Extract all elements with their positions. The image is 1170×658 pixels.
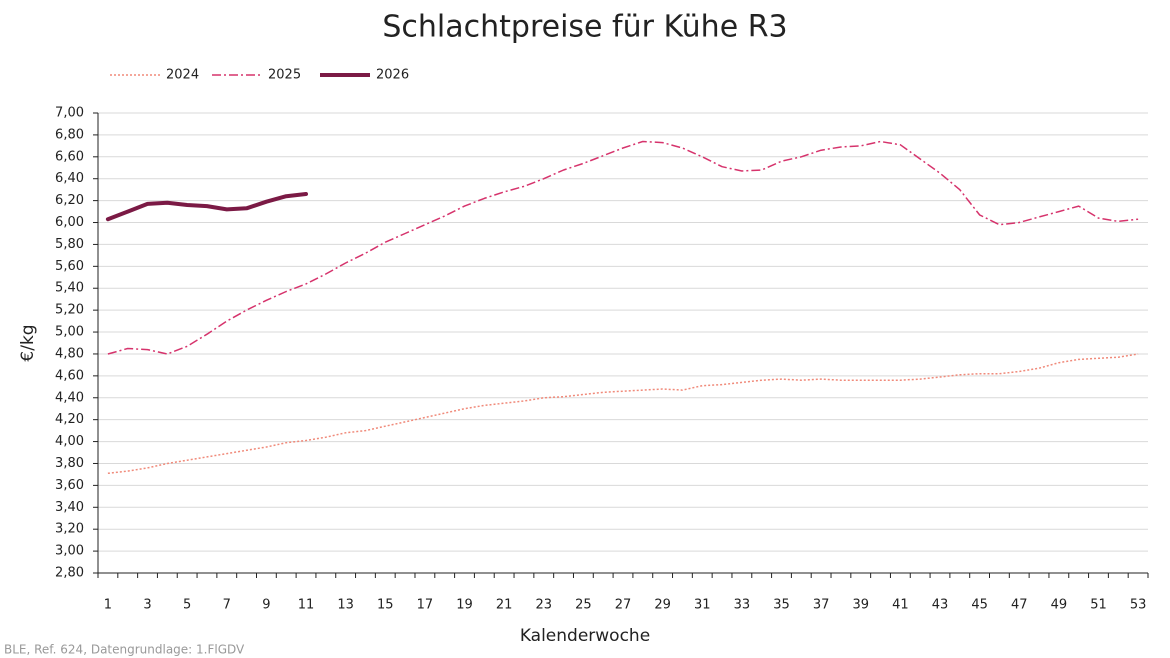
series-line bbox=[107, 140, 1139, 355]
x-tick-label: 7 bbox=[223, 598, 231, 613]
y-tick-label: 3,60 bbox=[55, 478, 84, 493]
x-tick-label: 1 bbox=[104, 598, 112, 613]
source-note: BLE, Ref. 624, Datengrundlage: 1.FlGDV bbox=[4, 643, 245, 657]
x-tick-label: 13 bbox=[337, 598, 354, 613]
x-tick-label: 19 bbox=[456, 598, 473, 613]
series-line bbox=[107, 353, 1139, 475]
x-tick-label: 15 bbox=[377, 598, 394, 613]
y-tick-label: 5,60 bbox=[55, 259, 84, 274]
y-tick-label: 5,00 bbox=[55, 325, 84, 340]
y-tick-label: 6,60 bbox=[55, 149, 84, 164]
y-tick-label: 5,20 bbox=[55, 303, 84, 318]
y-tick-label: 3,80 bbox=[55, 456, 84, 471]
x-tick-label: 21 bbox=[496, 598, 513, 613]
chart-title: Schlachtpreise für Kühe R3 bbox=[382, 10, 787, 45]
legend-label: 2026 bbox=[376, 68, 409, 83]
x-tick-label: 29 bbox=[654, 598, 671, 613]
x-tick-label: 47 bbox=[1011, 598, 1028, 613]
x-tick-label: 49 bbox=[1051, 598, 1068, 613]
y-tick-label: 4,80 bbox=[55, 346, 84, 361]
series-line bbox=[105, 192, 308, 222]
x-tick-label: 37 bbox=[813, 598, 830, 613]
x-tick-label: 11 bbox=[298, 598, 315, 613]
y-tick-label: 2,80 bbox=[55, 566, 84, 581]
x-tick-label: 41 bbox=[892, 598, 909, 613]
y-tick-label: 4,60 bbox=[55, 368, 84, 383]
y-tick-label: 4,20 bbox=[55, 412, 84, 427]
y-tick-label: 6,40 bbox=[55, 171, 84, 186]
y-tick-label: 5,40 bbox=[55, 281, 84, 296]
x-tick-label: 25 bbox=[575, 598, 592, 613]
x-tick-label: 17 bbox=[417, 598, 434, 613]
legend-label: 2024 bbox=[166, 68, 199, 83]
y-tick-label: 3,20 bbox=[55, 522, 84, 537]
y-tick-label: 6,20 bbox=[55, 193, 84, 208]
x-tick-label: 53 bbox=[1130, 598, 1147, 613]
x-tick-label: 31 bbox=[694, 598, 711, 613]
y-tick-label: 7,00 bbox=[55, 106, 84, 121]
y-tick-label: 4,00 bbox=[55, 434, 84, 449]
y-tick-label: 6,80 bbox=[55, 127, 84, 142]
legend-label: 2025 bbox=[268, 68, 301, 83]
y-tick-label: 4,40 bbox=[55, 390, 84, 405]
y-tick-label: 3,40 bbox=[55, 500, 84, 515]
x-tick-label: 3 bbox=[143, 598, 151, 613]
x-tick-label: 5 bbox=[183, 598, 191, 613]
x-tick-label: 43 bbox=[932, 598, 949, 613]
x-tick-label: 9 bbox=[262, 598, 270, 613]
x-tick-label: 45 bbox=[971, 598, 988, 613]
y-tick-label: 5,80 bbox=[55, 237, 84, 252]
y-axis-label: €/kg bbox=[18, 324, 38, 361]
x-tick-label: 23 bbox=[535, 598, 552, 613]
x-tick-label: 35 bbox=[773, 598, 790, 613]
y-tick-label: 6,00 bbox=[55, 215, 84, 230]
x-tick-label: 33 bbox=[734, 598, 751, 613]
x-tick-label: 51 bbox=[1090, 598, 1107, 613]
y-tick-label: 3,00 bbox=[55, 544, 84, 559]
x-tick-label: 39 bbox=[852, 598, 869, 613]
x-axis-label: Kalenderwoche bbox=[520, 626, 650, 646]
x-tick-label: 27 bbox=[615, 598, 632, 613]
